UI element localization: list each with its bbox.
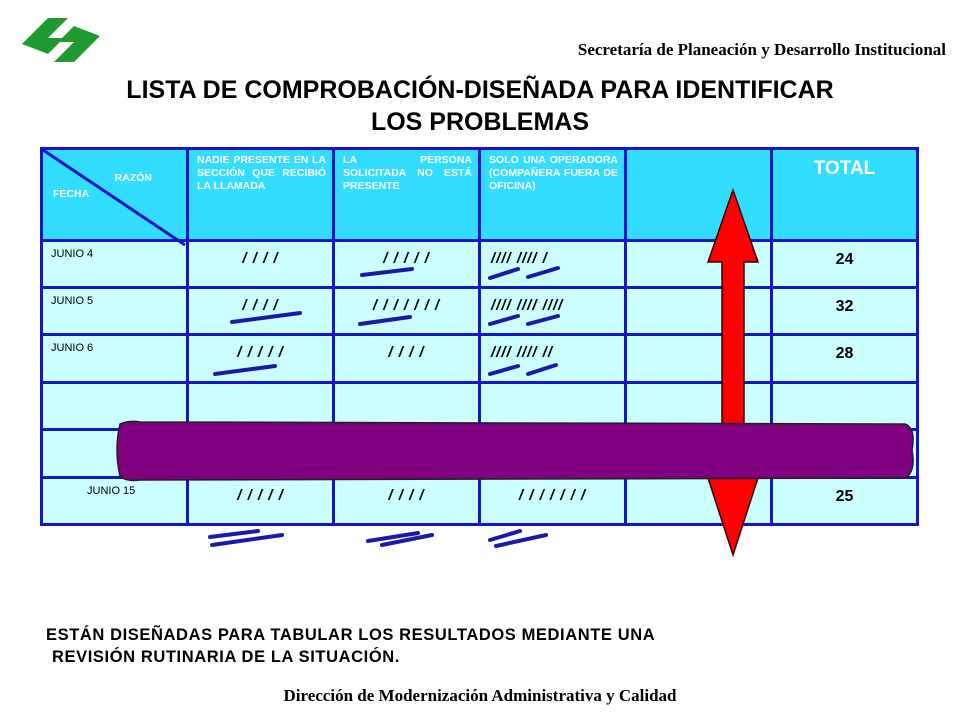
tally-cell xyxy=(186,380,335,432)
corner-date-label: FECHA xyxy=(53,188,90,200)
organization-name: Secretaría de Planeación y Desarrollo In… xyxy=(577,40,946,59)
empty-cell xyxy=(624,428,773,479)
department-footer: Dirección de Modernización Administrativ… xyxy=(283,686,677,705)
corner-cell: RAZÓN FECHA xyxy=(40,147,189,242)
tally-cell: / / / / xyxy=(332,333,481,384)
column-header: LA PERSONA SOLICITADA NO ESTÁ PRESENTE xyxy=(332,147,481,242)
description-line-2: REVISIÓN RUTINARIA DE LA SITUACIÓN. xyxy=(52,648,400,666)
page-title: LISTA DE COMPROBACIÓN-DISEÑADA PARA IDEN… xyxy=(0,74,960,138)
tally-cell xyxy=(478,428,627,479)
column-header xyxy=(624,147,773,242)
tally-cell xyxy=(332,428,481,479)
tally-cell: //// //// //// xyxy=(478,286,627,337)
column-header-label: LA PERSONA SOLICITADA NO ESTÁ PRESENTE xyxy=(343,154,472,192)
date-cell: JUNIO 6 xyxy=(40,333,189,384)
total-cell: 28 xyxy=(770,333,919,384)
description-text: ESTÁN DISEÑADAS PARA TABULAR LOS RESULTA… xyxy=(46,624,926,668)
tally-cell: / / / / / xyxy=(186,333,335,384)
tally-cell xyxy=(186,428,335,479)
tally-cell: //// //// / xyxy=(478,238,627,290)
table-row xyxy=(40,428,919,479)
checklist-table: RAZÓN FECHA NADIE PRESENTE EN LA SECCIÓN… xyxy=(40,147,919,527)
tally-cell xyxy=(478,380,627,432)
column-header: NADIE PRESENTE EN LA SECCIÓN QUE RECIBIÓ… xyxy=(186,147,335,242)
date-cell: JUNIO 4 xyxy=(40,238,189,290)
total-cell xyxy=(770,380,919,432)
header-row: RAZÓN FECHA NADIE PRESENTE EN LA SECCIÓN… xyxy=(40,147,919,242)
tally-cell: / / / / / / / xyxy=(478,475,627,527)
empty-cell xyxy=(624,286,773,337)
column-header-label: SOLO UNA OPERADORA (COMPAÑERA FUERA DE O… xyxy=(489,154,618,192)
tally-cell: / / / / / / / xyxy=(332,286,481,337)
date-cell xyxy=(40,428,189,479)
total-cell: 32 xyxy=(770,286,919,337)
table-row: JUNIO 15 / / / / / / / / / / / / / / / /… xyxy=(40,475,919,527)
tally-cell: / / / / xyxy=(332,475,481,527)
tally-cell xyxy=(332,380,481,432)
total-column-header: TOTAL xyxy=(770,147,919,242)
empty-cell xyxy=(624,238,773,290)
date-cell: JUNIO 5 xyxy=(40,286,189,337)
date-cell xyxy=(40,380,189,432)
tally-cell: //// //// // xyxy=(478,333,627,384)
date-cell: JUNIO 15 xyxy=(40,475,189,527)
column-header-label xyxy=(627,150,770,154)
empty-cell xyxy=(624,475,773,527)
title-line-2: LOS PROBLEMAS xyxy=(370,108,590,136)
tally-cell: / / / / / xyxy=(332,238,481,290)
column-header-label: NADIE PRESENTE EN LA SECCIÓN QUE RECIBIÓ… xyxy=(197,154,326,192)
total-cell: 25 xyxy=(770,475,919,527)
corner-reason-label: RAZÓN xyxy=(114,172,152,184)
description-line-1: ESTÁN DISEÑADAS PARA TABULAR LOS RESULTA… xyxy=(46,626,656,644)
table-row: JUNIO 6 / / / / / / / / / //// //// // 2… xyxy=(40,333,919,384)
empty-cell xyxy=(624,333,773,384)
column-header: SOLO UNA OPERADORA (COMPAÑERA FUERA DE O… xyxy=(478,147,627,242)
table-row: JUNIO 5 / / / / / / / / / / / //// //// … xyxy=(40,286,919,337)
tally-cell: / / / / / xyxy=(186,475,335,527)
empty-cell xyxy=(624,380,773,432)
table-row xyxy=(40,380,919,432)
tally-cell: / / / / xyxy=(186,286,335,337)
tally-cell: / / / / xyxy=(186,238,335,290)
table-row: JUNIO 4 / / / / / / / / / //// //// / 24 xyxy=(40,238,919,290)
total-cell xyxy=(770,428,919,479)
total-header-label: TOTAL xyxy=(813,158,876,179)
title-line-1: LISTA DE COMPROBACIÓN-DISEÑADA PARA IDEN… xyxy=(126,76,834,104)
institution-logo-icon xyxy=(22,18,100,62)
total-cell: 24 xyxy=(770,238,919,290)
